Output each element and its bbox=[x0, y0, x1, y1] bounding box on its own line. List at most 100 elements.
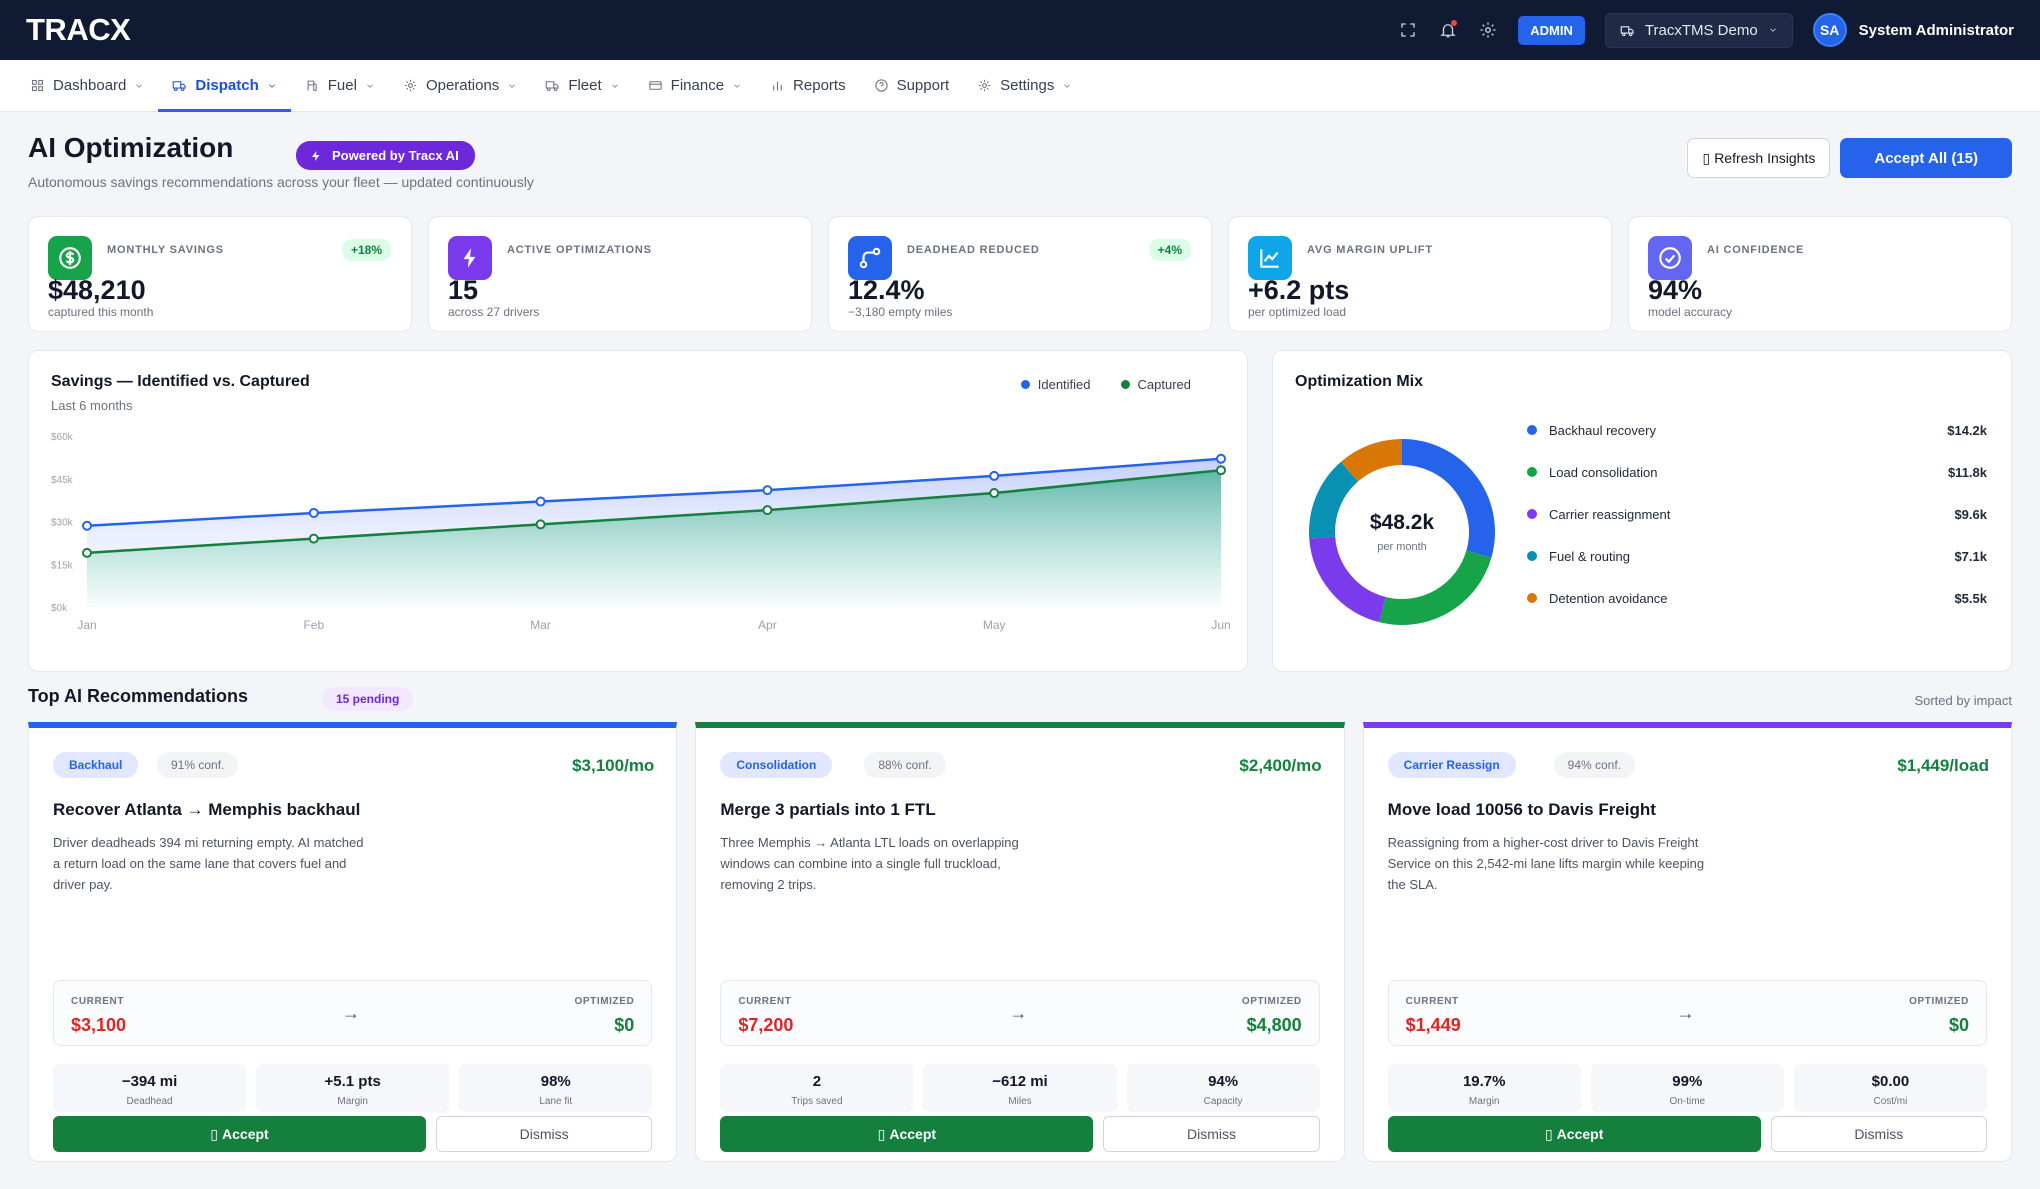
chart-legend: Identified Captured bbox=[1020, 377, 1191, 392]
nav-label: Settings bbox=[1000, 77, 1055, 94]
donut-slice[interactable] bbox=[1401, 439, 1495, 558]
kpi-sub: captured this month bbox=[48, 305, 154, 319]
kpi-delta-badge: +4% bbox=[1148, 239, 1191, 261]
nav-label: Dispatch bbox=[195, 77, 259, 94]
kpi-card-active-optimizations: ACTIVE OPTIMIZATIONS 15 across 27 driver… bbox=[428, 216, 812, 332]
legend-item-captured[interactable]: Captured bbox=[1120, 377, 1191, 392]
donut-slice[interactable] bbox=[1379, 550, 1492, 625]
arrow-right-icon: → bbox=[1009, 1003, 1028, 1023]
dismiss-button[interactable]: Dismiss bbox=[436, 1116, 653, 1152]
captured-point bbox=[308, 533, 319, 544]
bolt-icon bbox=[448, 236, 492, 280]
stat-tile: −612 mi Miles bbox=[923, 1064, 1117, 1112]
recommendation-description: Reassigning from a higher-cost driver to… bbox=[1387, 835, 1705, 892]
admin-badge: ADMIN bbox=[1518, 15, 1585, 45]
recommendation-card: Backhaul 91% conf. $3,100/mo Recover Atl… bbox=[28, 722, 678, 1162]
nav-fleet[interactable]: Fleet bbox=[531, 60, 633, 111]
legend-label: Identified bbox=[1037, 377, 1091, 392]
tenant-selector[interactable]: TracxTMS Demo bbox=[1604, 12, 1793, 48]
mix-legend: Backhaul recovery $14.2k Load consolidati… bbox=[1527, 409, 1987, 619]
stat-value: 2 bbox=[812, 1073, 822, 1090]
stat-value: −612 mi bbox=[992, 1073, 1048, 1090]
category-tag: Backhaul bbox=[53, 752, 139, 778]
accept-label: Accept bbox=[222, 1126, 269, 1142]
chevron-down-icon bbox=[1769, 28, 1776, 32]
bar-chart-icon bbox=[773, 81, 782, 91]
refresh-insights-button[interactable]: ▯ Refresh Insights bbox=[1687, 138, 1831, 178]
optimized-label: OPTIMIZED bbox=[1909, 996, 1969, 1007]
identified-point bbox=[989, 470, 1000, 481]
donut-slice[interactable] bbox=[1309, 461, 1359, 539]
user-menu[interactable]: SA System Administrator bbox=[1812, 13, 2014, 47]
accept-button[interactable]: ▯ Accept bbox=[53, 1116, 426, 1152]
truck-icon bbox=[546, 81, 559, 92]
mix-item-fuel[interactable]: Fuel & routing $7.1k bbox=[1527, 535, 1987, 577]
arrow-right-icon: → bbox=[1676, 1003, 1695, 1023]
stat-label: Margin bbox=[1468, 1096, 1500, 1107]
nav-fuel[interactable]: Fuel bbox=[291, 60, 389, 111]
nav-finance[interactable]: Finance bbox=[634, 60, 756, 111]
accept-button[interactable]: ▯ Accept bbox=[720, 1116, 1094, 1152]
savings-chart-panel: $0k $15k $30k $45k $60k Jan Feb Mar Apr May Jun Sa… bbox=[28, 350, 1248, 672]
bell-icon[interactable] bbox=[1438, 20, 1458, 40]
nav-settings[interactable]: Settings bbox=[963, 60, 1086, 111]
kpi-row: MONTHLY SAVINGS +18% $48,210 captured th… bbox=[0, 216, 2040, 332]
stat-label: Capacity bbox=[1203, 1096, 1243, 1107]
mix-item-label: Fuel & routing bbox=[1549, 548, 1630, 564]
kpi-card-avg-margin-uplift: AVG MARGIN UPLIFT +6.2 pts per optimized… bbox=[1228, 216, 1612, 332]
confidence-badge: 91% conf. bbox=[157, 752, 239, 778]
kpi-value: +6.2 pts bbox=[1248, 275, 1350, 305]
captured-point bbox=[82, 547, 92, 558]
nav-support[interactable]: Support bbox=[860, 60, 964, 111]
nav-reports[interactable]: Reports bbox=[756, 60, 860, 111]
identified-point bbox=[308, 507, 319, 518]
accept-button[interactable]: ▯ Accept bbox=[1387, 1116, 1761, 1152]
nav-label: Operations bbox=[425, 77, 500, 94]
identified-point bbox=[535, 496, 546, 507]
legend-item-identified[interactable]: Identified bbox=[1020, 377, 1091, 392]
donut-slice[interactable] bbox=[1309, 536, 1387, 623]
nav-label: Support bbox=[896, 77, 950, 94]
optimized-label: OPTIMIZED bbox=[1241, 996, 1302, 1007]
card-icon bbox=[649, 81, 662, 90]
donut-slice[interactable] bbox=[1340, 439, 1403, 482]
stat-value: 99% bbox=[1672, 1073, 1703, 1090]
app-logo[interactable]: TRACX bbox=[26, 12, 131, 47]
powered-by-label: Powered by Tracx AI bbox=[332, 148, 459, 163]
kpi-label: DEADHEAD REDUCED bbox=[907, 244, 1040, 256]
stat-value: $0.00 bbox=[1871, 1073, 1910, 1090]
kpi-label: AVG MARGIN UPLIFT bbox=[1307, 244, 1433, 256]
nav-dispatch[interactable]: Dispatch bbox=[158, 60, 292, 112]
fullscreen-icon[interactable] bbox=[1398, 20, 1418, 40]
mix-item-detention[interactable]: Detention avoidance $5.5k bbox=[1527, 577, 1987, 619]
nav-operations[interactable]: Operations bbox=[389, 60, 531, 111]
current-label: CURRENT bbox=[71, 996, 125, 1007]
top-bar: TRACX ADMIN TracxTMS Demo SA System Admi… bbox=[0, 0, 2040, 60]
y-tick-label: $45k bbox=[51, 475, 74, 486]
mix-item-amount: $14.2k bbox=[1947, 422, 1987, 438]
x-tick-label: Mar bbox=[530, 618, 551, 632]
optimized-label: OPTIMIZED bbox=[574, 996, 635, 1007]
recommendation-title: Recover Atlanta → Memphis backhaul bbox=[53, 800, 361, 819]
nav-dashboard[interactable]: Dashboard bbox=[16, 60, 158, 111]
recommendation-description: Three Memphis → Atlanta LTL loads on ove… bbox=[720, 835, 1019, 892]
kpi-sub: −3,180 empty miles bbox=[848, 305, 953, 319]
dismiss-button[interactable]: Dismiss bbox=[1770, 1116, 1987, 1152]
sort-label[interactable]: Sorted by impact bbox=[1914, 693, 2012, 708]
fuel-icon bbox=[307, 80, 317, 91]
gear-icon[interactable] bbox=[1478, 20, 1498, 40]
stat-tile: 98% Lane fit bbox=[459, 1064, 653, 1112]
nav-label: Dashboard bbox=[53, 77, 127, 94]
mix-item-carrier[interactable]: Carrier reassignment $9.6k bbox=[1527, 493, 1987, 535]
mix-item-backhaul[interactable]: Backhaul recovery $14.2k bbox=[1527, 409, 1987, 451]
dismiss-button[interactable]: Dismiss bbox=[1103, 1116, 1320, 1152]
refresh-icon: ▯ bbox=[1702, 149, 1711, 166]
recommendations-header: Top AI Recommendations 15 pending Sorted… bbox=[0, 672, 2040, 722]
mix-item-consolidation[interactable]: Load consolidation $11.8k bbox=[1527, 451, 1987, 493]
accept-all-button[interactable]: Accept All (15) bbox=[1840, 138, 2012, 178]
donut-center-label: per month bbox=[1377, 541, 1427, 553]
notification-dot bbox=[1451, 20, 1458, 26]
savings-amount: $2,400/mo bbox=[1239, 756, 1322, 775]
donut-svg bbox=[1309, 439, 1495, 625]
stat-label: Margin bbox=[337, 1096, 368, 1107]
